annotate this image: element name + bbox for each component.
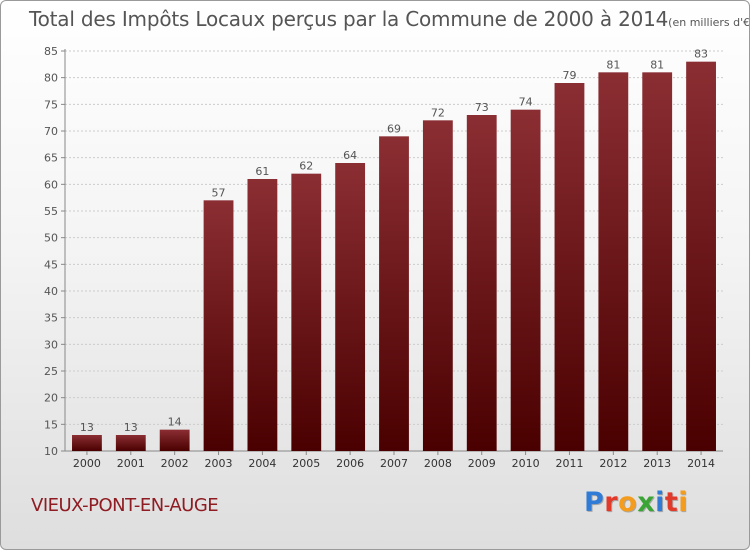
y-tick-label: 45 <box>44 258 58 271</box>
bar <box>422 120 453 451</box>
y-tick-label: 55 <box>44 205 58 218</box>
bar-value-label: 61 <box>255 165 269 178</box>
x-tick-label: 2007 <box>380 457 408 470</box>
bar <box>598 72 629 451</box>
chart-title: Total des Impôts Locaux perçus par la Co… <box>29 7 750 31</box>
x-tick-label: 2000 <box>73 457 101 470</box>
bar-value-label: 79 <box>562 69 576 82</box>
chart-title-text: Total des Impôts Locaux perçus par la Co… <box>29 7 669 31</box>
y-tick-label: 40 <box>44 285 58 298</box>
bar-value-label: 57 <box>212 186 226 199</box>
x-tick-label: 2012 <box>599 457 627 470</box>
logo-letter: r <box>604 487 619 518</box>
x-tick-label: 2011 <box>555 457 583 470</box>
x-tick-label: 2003 <box>205 457 233 470</box>
logo-letter: t <box>664 487 679 518</box>
chart-unit: (en milliers d'€) <box>668 16 750 29</box>
bar-value-label: 62 <box>299 160 313 173</box>
bar-value-label: 83 <box>694 48 708 61</box>
commune-name: VIEUX-PONT-EN-AUGE <box>31 495 219 516</box>
y-tick-label: 85 <box>44 45 58 58</box>
y-tick-label: 20 <box>44 392 58 405</box>
bar <box>115 435 146 451</box>
x-tick-label: 2008 <box>424 457 452 470</box>
bar <box>72 435 102 451</box>
x-tick-label: 2004 <box>248 457 276 470</box>
proxiti-logo: Proxiti <box>584 487 688 518</box>
y-tick-label: 65 <box>44 152 58 165</box>
y-tick-label: 30 <box>44 338 58 351</box>
logo-letter: i <box>655 487 665 518</box>
x-tick-label: 2009 <box>468 457 496 470</box>
bar <box>379 136 409 452</box>
x-tick-label: 2001 <box>117 457 145 470</box>
x-tick-label: 2013 <box>643 457 671 470</box>
bar <box>466 115 497 451</box>
bar-value-label: 72 <box>431 106 445 119</box>
bar <box>686 61 716 452</box>
bar-value-label: 74 <box>519 96 533 109</box>
bar <box>291 173 322 451</box>
y-tick-label: 60 <box>44 178 58 191</box>
bar <box>203 200 234 451</box>
bar <box>642 72 673 451</box>
y-tick-label: 70 <box>44 125 58 138</box>
bar <box>510 109 541 452</box>
bar-value-label: 14 <box>168 416 182 429</box>
bar-value-label: 13 <box>124 421 138 434</box>
bar-value-label: 64 <box>343 149 357 162</box>
y-tick-label: 50 <box>44 232 58 245</box>
logo-letter: P <box>584 487 605 518</box>
x-tick-label: 2014 <box>687 457 715 470</box>
bar <box>159 429 190 451</box>
y-tick-label: 25 <box>44 365 58 378</box>
logo-letter: o <box>618 487 638 518</box>
y-tick-label: 80 <box>44 72 58 85</box>
bar <box>554 83 585 451</box>
bar-value-label: 81 <box>650 58 664 71</box>
logo-letter: x <box>637 487 656 518</box>
bar-value-label: 81 <box>606 58 620 71</box>
y-tick-label: 15 <box>44 418 58 431</box>
bar <box>335 163 366 451</box>
x-tick-label: 2006 <box>336 457 364 470</box>
bar-value-label: 69 <box>387 122 401 135</box>
x-tick-label: 2010 <box>512 457 540 470</box>
x-tick-label: 2005 <box>292 457 320 470</box>
bar-value-label: 13 <box>80 421 94 434</box>
bar-value-label: 73 <box>475 101 489 114</box>
logo-letter: i <box>678 487 689 518</box>
y-tick-label: 10 <box>44 445 58 458</box>
bar <box>247 179 278 451</box>
y-tick-label: 35 <box>44 312 58 325</box>
x-tick-label: 2002 <box>161 457 189 470</box>
y-tick-label: 75 <box>44 98 58 111</box>
